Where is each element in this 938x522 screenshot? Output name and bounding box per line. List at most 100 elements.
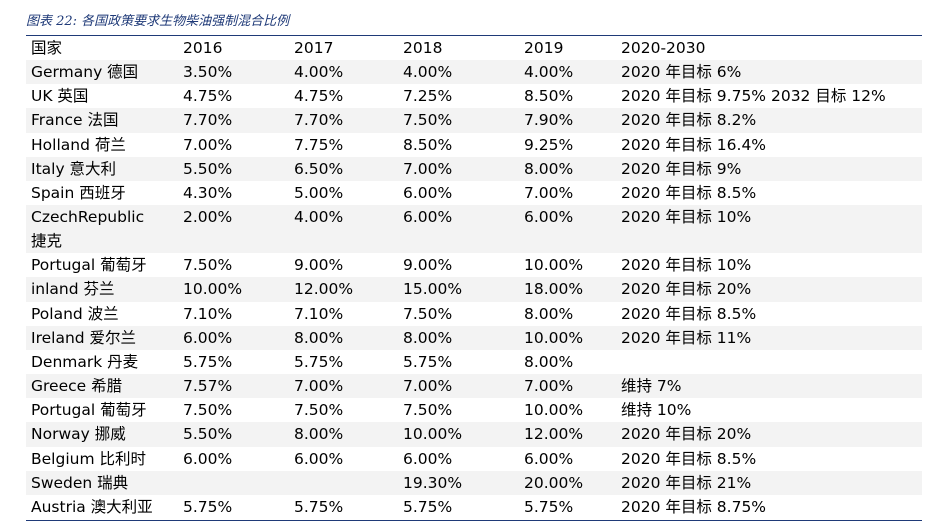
- cell-2019: 5.75%: [519, 495, 616, 520]
- cell-2018: 9.00%: [398, 253, 519, 278]
- cell-2019: 7.90%: [519, 108, 616, 133]
- cell-2016: 5.75%: [178, 349, 289, 375]
- table-row: Norway 挪威 5.50% 8.00% 10.00% 12.00% 2020…: [26, 422, 922, 447]
- cell-2019: 8.00%: [519, 156, 616, 181]
- cell-target: 2020 年目标 21%: [616, 470, 922, 495]
- cell-2017: [289, 470, 398, 495]
- header-2017: 2017: [294, 39, 334, 57]
- cell-2017: 4.00%: [289, 205, 398, 254]
- table-row: Ireland 爱尔兰 6.00% 8.00% 8.00% 10.00% 202…: [26, 325, 922, 350]
- cell-country: Ireland 爱尔兰: [26, 325, 178, 350]
- table-top-rule: [26, 35, 922, 36]
- cell-2019: 4.00%: [519, 60, 616, 85]
- cell-2016: 7.70%: [178, 108, 289, 133]
- cell-2016: 7.57%: [178, 374, 289, 399]
- table-bottom-rule: [26, 520, 922, 521]
- header-country: 国家: [31, 39, 63, 57]
- cell-country: Portugal 葡萄牙: [26, 253, 178, 278]
- cell-target: 2020 年目标 8.5%: [616, 446, 922, 471]
- header-2020-2030: 2020-2030: [621, 39, 706, 57]
- cell-2017: 4.00%: [289, 60, 398, 85]
- country-name-line-2: 捷克: [31, 232, 63, 251]
- cell-2019: 7.00%: [519, 374, 616, 399]
- cell-2016: 5.50%: [178, 422, 289, 447]
- table-header-row: 国家 2016 2017 2018 2019 2020-2030: [26, 36, 922, 60]
- cell-target: [616, 349, 922, 375]
- cell-country: Denmark 丹麦: [26, 349, 178, 375]
- cell-2017: 5.75%: [289, 495, 398, 520]
- cell-2018: 7.00%: [398, 374, 519, 399]
- figure-caption: 图表 22: 各国政策要求生物柴油强制混合比例: [26, 14, 290, 29]
- cell-2019: 6.00%: [519, 446, 616, 471]
- cell-2018: 7.25%: [398, 84, 519, 109]
- table-row: Portugal 葡萄牙 7.50% 9.00% 9.00% 10.00% 20…: [26, 253, 922, 278]
- cell-2019: 10.00%: [519, 325, 616, 350]
- cell-country: Holland 荷兰: [26, 132, 178, 157]
- table-row: Italy 意大利 5.50% 6.50% 7.00% 8.00% 2020 年…: [26, 156, 922, 181]
- cell-2017: 4.75%: [289, 84, 398, 109]
- cell-target: 2020 年目标 10%: [616, 253, 922, 278]
- country-name-line-1: CzechRepublic: [31, 208, 145, 227]
- cell-2018: 7.50%: [398, 301, 519, 326]
- cell-2018: 7.50%: [398, 108, 519, 133]
- cell-2016: 2.00%: [178, 205, 289, 254]
- cell-2018: 6.00%: [398, 446, 519, 471]
- cell-country: Portugal 葡萄牙: [26, 398, 178, 423]
- table-row: CzechRepublic 捷克 2.00% 4.00% 6.00% 6.00%…: [26, 205, 922, 254]
- cell-2018: 10.00%: [398, 422, 519, 447]
- cell-target: 2020 年目标 20%: [616, 422, 922, 447]
- cell-2016: 4.30%: [178, 180, 289, 206]
- cell-country: Poland 波兰: [26, 301, 178, 326]
- cell-2017: 6.00%: [289, 446, 398, 471]
- cell-2016: 7.50%: [178, 398, 289, 423]
- cell-country: UK 英国: [26, 84, 178, 109]
- cell-2019: 10.00%: [519, 253, 616, 278]
- cell-2017: 5.75%: [289, 349, 398, 375]
- cell-2019: 10.00%: [519, 398, 616, 423]
- cell-target: 2020 年目标 8.5%: [616, 180, 922, 206]
- cell-2019: 8.50%: [519, 84, 616, 109]
- cell-2017: 7.00%: [289, 374, 398, 399]
- cell-target: 维持 7%: [616, 374, 922, 399]
- cell-2017: 7.10%: [289, 301, 398, 326]
- table-row: inland 芬兰 10.00% 12.00% 15.00% 18.00% 20…: [26, 277, 922, 302]
- cell-target: 2020 年目标 10%: [616, 205, 922, 254]
- cell-target: 2020 年目标 8.5%: [616, 301, 922, 326]
- table-row: Spain 西班牙 4.30% 5.00% 6.00% 7.00% 2020 年…: [26, 180, 922, 206]
- table-row: UK 英国 4.75% 4.75% 7.25% 8.50% 2020 年目标 9…: [26, 84, 922, 109]
- cell-country: Greece 希腊: [26, 374, 178, 399]
- cell-target: 维持 10%: [616, 398, 922, 423]
- header-2018: 2018: [403, 39, 443, 57]
- cell-target: 2020 年目标 8.2%: [616, 108, 922, 133]
- cell-country: Sweden 瑞典: [26, 470, 178, 495]
- table-row: Belgium 比利时 6.00% 6.00% 6.00% 6.00% 2020…: [26, 446, 922, 471]
- cell-2016: 4.75%: [178, 84, 289, 109]
- cell-target: 2020 年目标 11%: [616, 325, 922, 350]
- header-2016: 2016: [183, 39, 223, 57]
- cell-2018: 8.50%: [398, 132, 519, 157]
- cell-target: 2020 年目标 20%: [616, 277, 922, 302]
- cell-2019: 7.00%: [519, 180, 616, 206]
- cell-2017: 7.70%: [289, 108, 398, 133]
- cell-2016: [178, 470, 289, 495]
- cell-target: 2020 年目标 6%: [616, 60, 922, 85]
- cell-2016: 7.50%: [178, 253, 289, 278]
- cell-2017: 7.50%: [289, 398, 398, 423]
- cell-target: 2020 年目标 9%: [616, 156, 922, 181]
- table-row: Greece 希腊 7.57% 7.00% 7.00% 7.00% 维持 7%: [26, 374, 922, 399]
- cell-2017: 6.50%: [289, 156, 398, 181]
- cell-2018: 5.75%: [398, 495, 519, 520]
- cell-2016: 5.50%: [178, 156, 289, 181]
- table-row: Germany 德国 3.50% 4.00% 4.00% 4.00% 2020 …: [26, 60, 922, 85]
- cell-2018: 8.00%: [398, 325, 519, 350]
- cell-2017: 7.75%: [289, 132, 398, 157]
- table-row: Poland 波兰 7.10% 7.10% 7.50% 8.00% 2020 年…: [26, 301, 922, 326]
- biodiesel-blend-table: 国家 2016 2017 2018 2019 2020-2030 Germany…: [26, 36, 922, 520]
- table-row: Austria 澳大利亚 5.75% 5.75% 5.75% 5.75% 202…: [26, 495, 922, 520]
- cell-country: Belgium 比利时: [26, 446, 178, 471]
- cell-country: Italy 意大利: [26, 156, 178, 181]
- table-row: Holland 荷兰 7.00% 7.75% 8.50% 9.25% 2020 …: [26, 132, 922, 157]
- cell-2019: 9.25%: [519, 132, 616, 157]
- cell-2018: 15.00%: [398, 277, 519, 302]
- cell-2017: 8.00%: [289, 422, 398, 447]
